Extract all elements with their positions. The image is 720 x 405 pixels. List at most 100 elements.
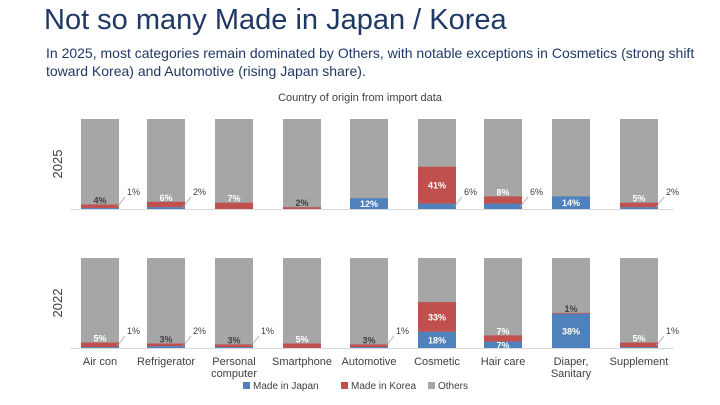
bar-korea-2022-0 [81,342,119,348]
chart-title: Country of origin from import data [278,92,443,104]
bar-korea-2025-5 [418,166,456,204]
leader-japan-2025-1 [182,196,192,208]
bar-others-2025-4 [350,119,388,209]
bar-others-2022-0 [81,258,119,348]
bar-korea-2022-7 [552,312,590,314]
x-tick-2: Personal [212,356,255,368]
leader-japan-2022-2 [250,335,260,347]
bar-japan-2025-8 [620,207,658,209]
x-tick-6: Hair care [481,356,526,368]
bar-others-2025-3 [283,119,321,209]
leader-japan-2025-0 [116,196,126,208]
bar-korea-2022-1 [147,343,185,347]
bar-korea-2022-2 [215,344,253,348]
label-japan-2022-1: 2% [193,326,206,336]
leader-japan-2022-4 [385,335,395,347]
bar-others-2022-2 [215,258,253,348]
bar-korea-2022-4 [350,344,388,348]
bar-others-2025-2 [215,119,253,209]
legend-swatch-2 [428,382,435,389]
label-korea-2025-6: 8% [496,187,509,197]
x-tick-0: Air con [83,356,117,368]
page-subtitle: In 2025, most categories remain dominate… [46,45,695,79]
leader-japan-2025-6 [519,196,529,208]
bar-japan-2022-2 [215,347,253,348]
bar-others-2025-0 [81,119,119,209]
label-korea-2025-0: 4% [93,196,106,206]
label-korea-2025-3: 2% [295,198,308,208]
bar-korea-2025-3 [283,207,321,209]
label-japan-2022-4: 1% [396,326,409,336]
panel-label-2025: 2025 [50,150,65,179]
bar-japan-2025-7 [552,196,590,209]
bar-others-2022-3 [283,258,321,348]
label-korea-2022-2: 3% [227,335,240,345]
bar-korea-2025-6 [484,196,522,204]
label-japan-2022-7: 38% [562,326,580,336]
legend-swatch-1 [341,382,348,389]
label-korea-2022-4: 3% [362,335,375,345]
bar-japan-2022-1 [147,346,185,348]
x-tick-3: Smartphone [272,356,332,368]
label-japan-2025-0: 1% [127,187,140,197]
bar-japan-2025-1 [147,207,185,209]
bar-japan-2022-7 [552,313,590,348]
bar-japan-2022-5 [418,331,456,348]
x-tick-8: Supplement [610,356,669,368]
label-japan-2022-2: 1% [261,326,274,336]
label-korea-2022-3: 5% [295,335,308,345]
bar-korea-2025-0 [81,204,119,209]
x-tick-7-line2: Sanitary [551,368,592,380]
label-korea-2025-5: 41% [428,181,446,191]
legend-label-2: Others [438,381,468,392]
leader-japan-2025-5 [453,196,463,208]
x-tick-4: Automotive [341,356,396,368]
label-japan-2022-5: 18% [428,335,446,345]
bar-others-2025-6 [484,119,522,209]
x-tick-5: Cosmetic [414,356,460,368]
bar-korea-2025-8 [620,202,658,208]
x-tick-2-line2: computer [211,368,257,380]
bar-others-2025-7 [552,119,590,209]
leader-japan-2022-1 [182,335,192,347]
bar-japan-2022-6 [484,341,522,348]
bar-others-2022-8 [620,258,658,348]
label-korea-2022-6: 7% [496,326,509,336]
label-japan-2022-0: 1% [127,326,140,336]
bar-japan-2022-8 [620,347,658,348]
label-korea-2022-1: 3% [159,335,172,345]
page-title: Not so many Made in Japan / Korea [44,4,507,36]
label-korea-2022-8: 5% [632,334,645,344]
bar-others-2025-1 [147,119,185,209]
label-korea-2025-2: 7% [227,194,240,204]
bar-others-2022-6 [484,258,522,348]
label-japan-2025-6: 6% [530,187,543,197]
bar-japan-2025-6 [484,203,522,209]
x-tick-1: Refrigerator [137,356,195,368]
leader-japan-2025-8 [655,196,665,208]
bar-korea-2022-8 [620,342,658,348]
bar-others-2022-1 [147,258,185,348]
label-japan-2025-5: 6% [464,187,477,197]
bar-japan-2025-5 [418,203,456,209]
legend-label-0: Made in Japan [253,381,319,392]
label-japan-2025-8: 2% [666,187,679,197]
label-japan-2025-7: 14% [562,198,580,208]
leader-japan-2022-0 [116,335,126,347]
bar-japan-2022-0 [81,347,119,348]
label-korea-2025-1: 6% [159,193,172,203]
bar-korea-2025-1 [147,201,185,208]
bar-korea-2022-3 [283,343,321,348]
panel-label-2022: 2022 [50,289,65,318]
label-korea-2022-7: 1% [564,304,577,314]
bar-korea-2025-2 [215,202,253,209]
leader-japan-2022-8 [655,335,665,347]
bar-korea-2022-6 [484,335,522,342]
label-korea-2022-0: 5% [93,334,106,344]
legend-swatch-0 [243,382,250,389]
legend-label-1: Made in Korea [351,381,416,392]
label-japan-2022-8: 1% [666,326,679,336]
label-korea-2022-5: 33% [428,312,446,322]
bar-japan-2022-4 [350,347,388,348]
